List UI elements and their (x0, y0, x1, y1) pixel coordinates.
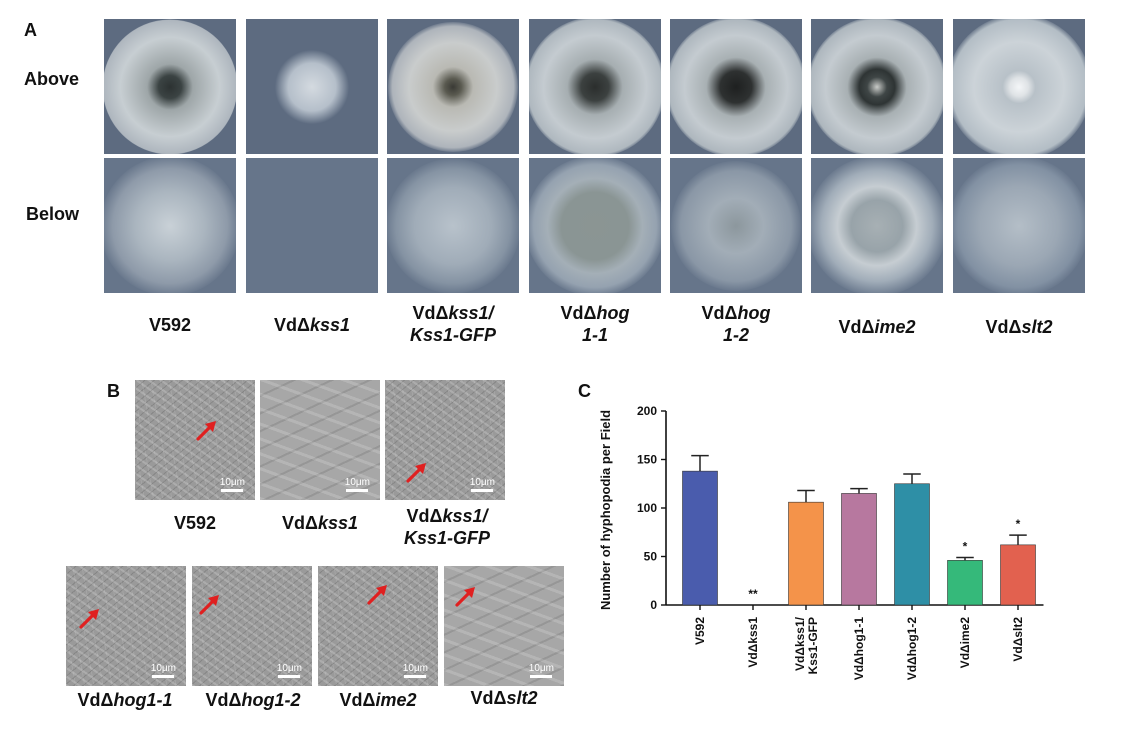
significance-mark: * (1016, 517, 1021, 531)
y-tick-label: 50 (644, 550, 658, 564)
x-tick-label: VdΔime2 (958, 617, 972, 669)
strain-label-kss1-gfp: VdΔkss1/ Kss1-GFP (409, 303, 497, 345)
micro-label-hog1-1: VdΔhog1-1 (77, 690, 173, 710)
micro-label-ime2: VdΔime2 (339, 690, 417, 710)
plate-below-v592 (104, 158, 236, 293)
strain-label-slt2: VdΔslt2 (985, 317, 1053, 337)
micrograph-ime2: 10μm (318, 566, 438, 686)
plate-below-kss1-gfp (387, 158, 519, 293)
bar (841, 493, 877, 606)
scale-bar: 10μm (220, 477, 245, 492)
scale-bar: 10μm (403, 663, 428, 678)
x-tick-label: VdΔhog1-1 (852, 617, 866, 681)
red-arrow-icon (366, 582, 390, 606)
row-label-above: Above (24, 69, 80, 89)
strain-label-hog1-1: VdΔhog 1-1 (560, 303, 630, 345)
micrograph-kss1-gfp: 10μm (385, 380, 505, 500)
x-tick-label: VdΔkss1 (746, 617, 760, 668)
bar (894, 483, 930, 606)
scale-bar: 10μm (470, 477, 495, 492)
strain-label-hog1-2: VdΔhog 1-2 (701, 303, 771, 345)
red-arrow-icon (405, 460, 429, 484)
plate-below-slt2 (953, 158, 1085, 293)
red-arrow-icon (198, 592, 222, 616)
plate-below-ime2 (811, 158, 943, 293)
red-arrow-icon (195, 418, 219, 442)
bar (682, 470, 718, 606)
y-tick-label: 200 (637, 404, 657, 418)
x-tick-label: V592 (693, 617, 707, 645)
plate-above-v592 (104, 19, 236, 154)
plate-below-kss1 (246, 158, 378, 293)
x-tick-label: VdΔslt2 (1011, 617, 1025, 662)
strain-label-kss1: VdΔkss1 (274, 315, 350, 335)
plate-below-hog1-2 (670, 158, 802, 293)
scale-bar: 10μm (529, 663, 554, 678)
y-tick-label: 100 (637, 501, 657, 515)
scale-bar: 10μm (277, 663, 302, 678)
strain-label-ime2: VdΔime2 (838, 317, 916, 337)
plate-above-ime2 (811, 19, 943, 154)
micrograph-kss1: 10μm (260, 380, 380, 500)
x-tick-label: VdΔkss1/Kss1-GFP (793, 616, 820, 674)
bar (788, 501, 824, 606)
hyphopodia-bar-chart: 0 50 100 150 200 Number of hyphopodia per Fie… (598, 404, 1044, 681)
significance-mark: * (963, 539, 968, 553)
plate-above-slt2 (953, 19, 1085, 154)
micro-label-hog1-2: VdΔhog1-2 (205, 690, 301, 710)
micro-label-v592: V592 (173, 513, 217, 533)
x-tick-label: VdΔhog1-2 (905, 617, 919, 681)
micrograph-hog1-1: 10μm (66, 566, 186, 686)
bar (1000, 544, 1036, 606)
scale-bar: 10μm (151, 663, 176, 678)
panel-b-letter: B (107, 381, 120, 401)
strain-label-v592: V592 (148, 315, 192, 335)
micrograph-hog1-2: 10μm (192, 566, 312, 686)
bar (947, 560, 983, 606)
plate-above-kss1-gfp (387, 19, 519, 154)
plate-above-hog1-2 (670, 19, 802, 154)
micro-label-slt2: VdΔslt2 (470, 688, 538, 708)
red-arrow-icon (78, 606, 102, 630)
micro-label-kss1-gfp: VdΔkss1/ Kss1-GFP (403, 506, 491, 548)
row-label-below: Below (26, 204, 80, 224)
panel-c-letter: C (578, 381, 591, 401)
micro-label-kss1: VdΔkss1 (282, 513, 358, 533)
plate-above-hog1-1 (529, 19, 661, 154)
micrograph-slt2: 10μm (444, 566, 564, 686)
y-axis-title: Number of hyphopodia per Field (598, 410, 613, 610)
plate-below-hog1-1 (529, 158, 661, 293)
micrograph-v592: 10μm (135, 380, 255, 500)
scale-bar: 10μm (345, 477, 370, 492)
y-tick-label: 0 (650, 598, 657, 612)
y-tick-label: 150 (637, 453, 657, 467)
significance-mark: ** (748, 587, 758, 601)
plate-above-kss1 (246, 19, 378, 154)
red-arrow-icon (454, 584, 478, 608)
panel-a-letter: A (24, 20, 37, 40)
